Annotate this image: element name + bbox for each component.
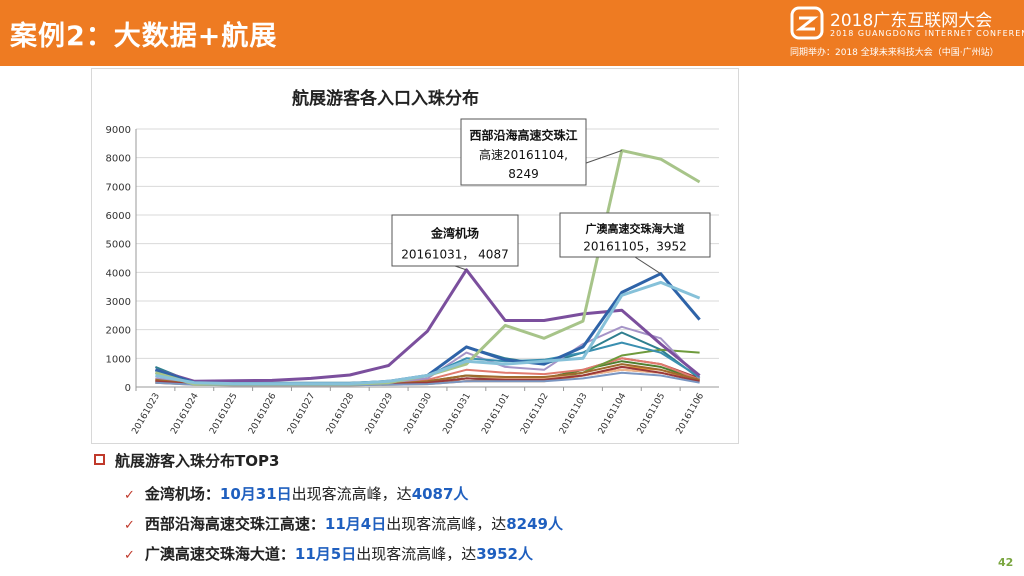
annotation-text: 西部沿海高速交珠江 [469,127,577,142]
y-tick-label: 1000 [106,354,131,365]
bullet-item-date: 11月4日 [324,515,387,533]
bullet-main: 航展游客入珠分布TOP3 [94,450,279,471]
y-tick-label: 0 [125,383,131,394]
x-tick-label: 20161031 [441,392,473,437]
conference-logo-icon [790,6,824,40]
conference-english-title: 2018 GUANGDONG INTERNET CONFERENCE [830,29,1024,38]
check-icon: ✓ [124,518,135,533]
x-tick-label: 20161101 [480,392,512,437]
x-tick-label: 20161103 [558,392,590,437]
conference-title: 2018广东互联网大会 [830,11,993,31]
bullet-item-name: 广澳高速交珠海大道： [144,545,295,563]
x-tick-label: 20161027 [286,392,318,437]
bullet-item-mid: 出现客流高峰，达 [291,485,412,503]
x-tick-label: 20161102 [519,392,551,437]
bullet-item: ✓ 西部沿海高速交珠江高速：11月4日出现客流高峰，达8249人 [124,513,563,534]
x-tick-label: 20161105 [636,392,668,437]
x-tick-label: 20161030 [403,391,435,436]
annotation-pointer [634,256,661,275]
chart-title: 航展游客各入口入珠分布 [292,88,479,109]
y-tick-label: 9000 [106,125,131,136]
bullet-item-value: 8249人 [506,515,563,533]
bullet-item-date: 10月31日 [219,485,292,503]
y-tick-label: 7000 [106,182,131,193]
check-icon: ✓ [124,548,135,563]
x-tick-label: 20161023 [130,392,162,437]
check-icon: ✓ [124,488,135,503]
y-tick-label: 3000 [106,297,131,308]
bullet-item-mid: 出现客流高峰，达 [386,515,507,533]
bullet-item-name: 金湾机场： [144,485,220,503]
annotation-text: 20161031， 4087 [401,248,508,262]
bullet-item-value: 3952人 [476,545,533,563]
x-tick-label: 20161025 [208,392,240,437]
bullet-item-date: 11月5日 [294,545,357,563]
bullet-item-mid: 出现客流高峰，达 [356,545,477,563]
x-tick-label: 20161029 [364,391,396,436]
square-bullet-icon [94,454,105,465]
header-bar: 案例2：大数据+航展 2018广东互联网大会 2018 GUANGDONG IN… [0,0,1024,66]
annotation-box [391,214,519,267]
x-tick-label: 20161024 [169,391,201,436]
bullet-item-value: 4087人 [411,485,469,503]
series-line [155,280,701,386]
bullet-item: ✓ 广澳高速交珠海大道：11月5日出现客流高峰，达3952人 [124,543,533,564]
annotation-text: 8249 [508,167,539,181]
series-line [154,149,701,386]
y-tick-label: 5000 [106,240,131,251]
annotation-box [559,212,711,258]
x-tick-label: 20161104 [597,391,629,436]
y-tick-label: 8000 [106,154,131,165]
y-tick-label: 4000 [106,268,131,279]
conference-subtitle: 同期举办：2018 全球未来科技大会（中国·广州站） [790,48,999,58]
chart-frame: 航展游客各入口入珠分布 0 1000 2000 3000 4000 5000 6000 7000… [91,68,739,444]
annotation-text: 20161105，3952 [583,240,687,254]
bullet-main-text: 航展游客入珠分布TOP3 [115,452,280,470]
x-tick-label: 20161106 [675,391,707,436]
annotation-text: 高速20161104, [479,147,568,162]
annotation-text: 金湾机场 [430,225,479,240]
annotation-pointer [454,265,467,271]
bullet-item-name: 西部沿海高速交珠江高速： [144,515,325,533]
x-tick-label: 20161026 [247,391,279,436]
line-chart: 航展游客各入口入珠分布 0 1000 2000 3000 4000 5000 6000 7000… [106,88,719,437]
x-tick-label: 20161028 [325,391,357,436]
annotation-text: 广澳高速交珠海大道 [586,221,685,235]
slide-title: 案例2：大数据+航展 [10,21,278,52]
bullet-item: ✓ 金湾机场：10月31日出现客流高峰，达4087人 [124,483,468,504]
y-tick-label: 6000 [106,211,131,222]
annotation-box [460,118,587,186]
y-tick-label: 2000 [106,326,131,337]
page-number: 42 [998,556,1014,569]
